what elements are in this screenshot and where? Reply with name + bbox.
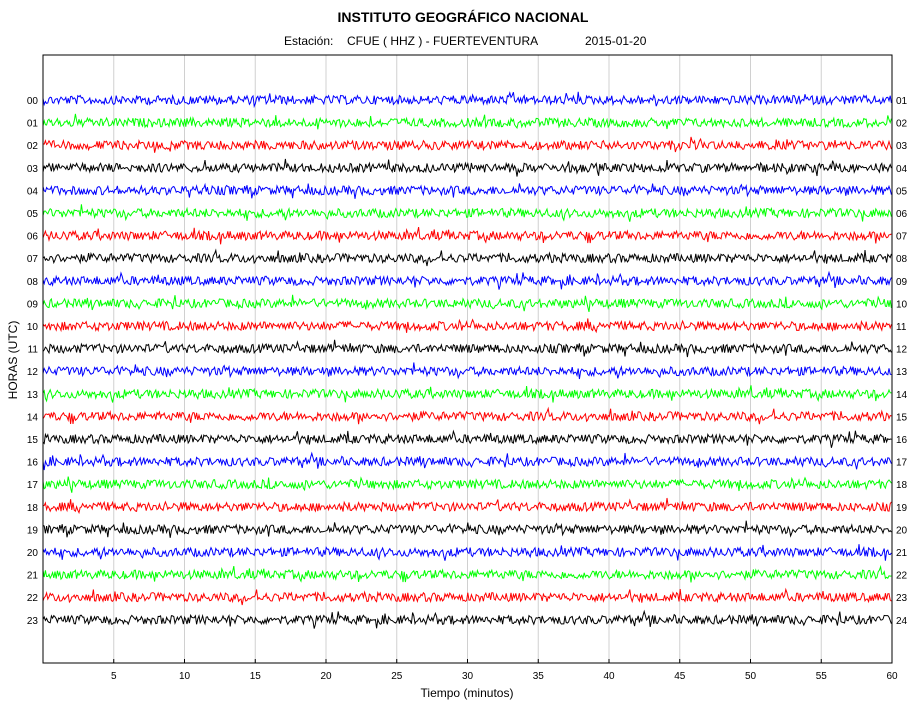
hour-trace	[42, 406, 892, 425]
y-axis-label: HORAS (UTC)	[6, 321, 20, 400]
hour-trace	[42, 544, 892, 561]
right-hour-label: 05	[896, 186, 908, 197]
hour-trace	[42, 182, 892, 199]
right-hour-label: 12	[896, 345, 908, 356]
right-hour-label: 11	[896, 322, 907, 333]
right-hour-label: 19	[896, 503, 908, 514]
right-hour-label: 06	[896, 209, 908, 220]
left-hour-label: 09	[27, 299, 39, 310]
right-hour-label: 20	[896, 525, 908, 536]
left-hour-label: 02	[27, 141, 39, 152]
x-axis-label: Tiempo (minutos)	[421, 686, 514, 700]
left-hour-label: 12	[27, 367, 39, 378]
left-hour-label: 18	[27, 503, 39, 514]
hour-trace	[42, 339, 892, 358]
hour-trace	[42, 113, 892, 130]
right-hour-label: 08	[896, 254, 908, 265]
left-hour-label: 13	[27, 390, 39, 401]
right-hour-label: 01	[896, 96, 908, 107]
right-hour-label: 14	[896, 390, 908, 401]
hour-trace	[42, 587, 892, 606]
left-hour-label: 16	[27, 458, 39, 469]
left-hour-label: 04	[27, 186, 39, 197]
left-hour-label: 00	[27, 96, 39, 107]
x-tick-label: 45	[674, 671, 686, 682]
station-name: CFUE ( HHZ ) - FUERTEVENTURA	[347, 34, 538, 48]
right-hour-labels: 01 02 03 04 05 06 07 08 09 10 11 12 13 14 15 16 17 18 19 20…	[896, 96, 908, 627]
hour-trace	[42, 270, 892, 290]
left-hour-label: 01	[27, 119, 39, 130]
x-tick-label: 5	[111, 671, 117, 682]
x-tick-label: 25	[391, 671, 403, 682]
x-tick-label: 60	[886, 671, 898, 682]
x-axis-ticks: 5 10 15 20 25 30 35 40 45 50 55 60	[111, 659, 898, 682]
left-hour-label: 14	[27, 412, 39, 423]
right-hour-label: 21	[896, 548, 908, 559]
left-hour-label: 23	[27, 616, 39, 627]
right-hour-label: 13	[896, 367, 908, 378]
right-hour-label: 04	[896, 164, 908, 175]
hour-trace	[42, 385, 892, 403]
right-hour-label: 09	[896, 277, 908, 288]
hour-trace	[42, 204, 892, 222]
right-hour-label: 24	[896, 616, 908, 627]
left-hour-label: 20	[27, 548, 39, 559]
x-tick-label: 20	[320, 671, 332, 682]
hour-trace	[42, 497, 892, 515]
right-hour-label: 07	[896, 232, 908, 243]
x-tick-label: 40	[603, 671, 615, 682]
right-hour-label: 15	[896, 412, 908, 423]
right-hour-label: 03	[896, 141, 908, 152]
x-tick-label: 50	[745, 671, 757, 682]
hour-trace	[42, 91, 892, 109]
left-hour-label: 08	[27, 277, 39, 288]
hour-trace	[42, 136, 892, 153]
left-hour-label: 05	[27, 209, 39, 220]
x-tick-label: 15	[250, 671, 262, 682]
seismic-traces	[42, 91, 892, 629]
left-hour-label: 21	[27, 571, 39, 582]
hour-trace	[42, 248, 892, 267]
hour-trace	[42, 226, 892, 245]
right-hour-label: 18	[896, 480, 908, 491]
right-hour-label: 17	[896, 458, 908, 469]
hour-trace	[42, 520, 892, 538]
left-hour-label: 19	[27, 525, 39, 536]
vertical-gridlines	[113, 55, 822, 663]
hour-trace	[42, 158, 892, 177]
chart-title: INSTITUTO GEOGRÁFICO NACIONAL	[338, 9, 589, 25]
hour-trace	[42, 362, 892, 380]
x-tick-label: 55	[816, 671, 828, 682]
hour-trace	[42, 476, 892, 493]
left-hour-label: 06	[27, 232, 39, 243]
left-hour-label: 17	[27, 480, 39, 491]
x-tick-label: 35	[533, 671, 545, 682]
right-hour-label: 22	[896, 571, 908, 582]
left-hour-labels: 00 01 02 03 04 05 06 07 08 09 10 11 12 13 14 15 16 17 18 19…	[27, 96, 39, 627]
hour-trace	[42, 294, 892, 313]
hour-trace	[42, 451, 892, 471]
left-hour-label: 11	[28, 345, 39, 356]
right-hour-label: 10	[896, 299, 908, 310]
record-date: 2015-01-20	[585, 34, 647, 48]
left-hour-label: 22	[27, 593, 39, 604]
x-tick-label: 30	[462, 671, 474, 682]
left-hour-label: 03	[27, 164, 39, 175]
left-hour-label: 10	[27, 322, 39, 333]
hour-trace	[42, 609, 892, 629]
station-label: Estación:	[284, 34, 333, 48]
x-tick-label: 10	[179, 671, 191, 682]
right-hour-label: 16	[896, 435, 908, 446]
left-hour-label: 15	[27, 435, 39, 446]
right-hour-label: 23	[896, 593, 908, 604]
hour-trace	[42, 564, 892, 583]
hour-trace	[42, 318, 892, 334]
right-hour-label: 02	[896, 119, 908, 130]
left-hour-label: 07	[27, 254, 39, 265]
hour-trace	[42, 429, 892, 448]
